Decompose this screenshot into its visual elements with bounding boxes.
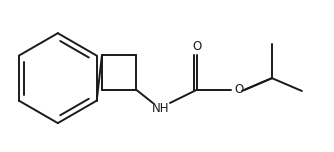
Text: O: O xyxy=(192,40,202,53)
Text: NH: NH xyxy=(152,102,169,115)
Text: O: O xyxy=(234,83,243,96)
